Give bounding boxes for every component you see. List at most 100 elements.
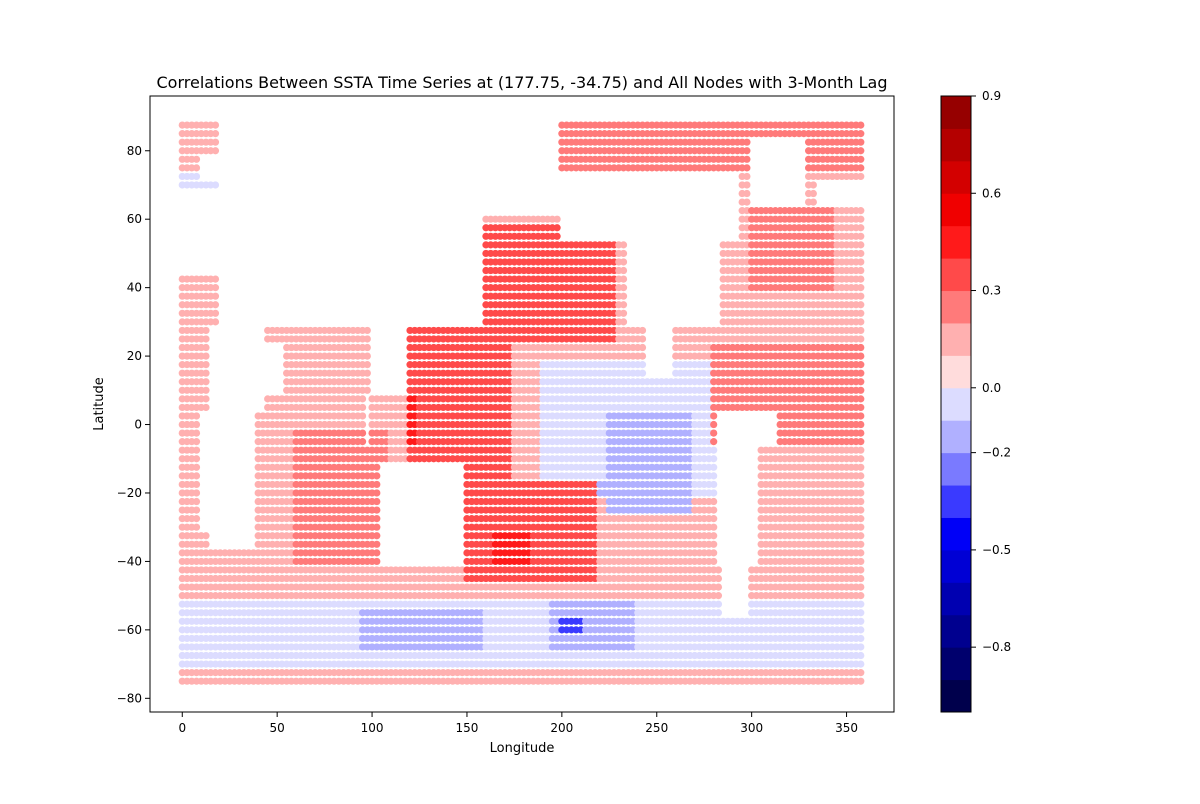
- data-point: [638, 369, 647, 377]
- data-point: [710, 438, 718, 446]
- data-point: [202, 361, 210, 369]
- data-point: [358, 420, 367, 429]
- data-point: [619, 249, 628, 258]
- data-point: [363, 326, 371, 335]
- data-point: [857, 326, 865, 335]
- data-point: [363, 343, 371, 352]
- data-point: [857, 130, 865, 138]
- data-point: [363, 369, 371, 377]
- data-point: [710, 497, 718, 506]
- data-point: [857, 583, 865, 591]
- data-point: [192, 172, 201, 181]
- data-point: [192, 472, 201, 480]
- data-point: [743, 147, 751, 155]
- data-point: [857, 420, 865, 429]
- data-point: [202, 395, 210, 403]
- data-point: [211, 284, 220, 292]
- data-point: [857, 301, 865, 309]
- data-point: [857, 343, 865, 352]
- data-point: [553, 215, 561, 223]
- data-point: [710, 455, 718, 463]
- data-point: [857, 403, 865, 412]
- data-point: [373, 557, 381, 566]
- data-point: [202, 378, 210, 386]
- data-point: [638, 352, 647, 360]
- data-point: [202, 352, 210, 360]
- data-point: [857, 361, 865, 369]
- data-point: [211, 301, 220, 309]
- data-point: [857, 164, 865, 172]
- data-point: [211, 309, 220, 317]
- data-point: [373, 463, 381, 471]
- data-point: [192, 412, 201, 420]
- data-point: [857, 335, 865, 343]
- data-point: [211, 138, 220, 146]
- data-point: [710, 532, 718, 540]
- data-point: [714, 592, 723, 600]
- data-point: [211, 318, 220, 326]
- data-point: [192, 523, 201, 531]
- data-point: [211, 275, 220, 283]
- data-point: [710, 463, 718, 471]
- data-point: [857, 224, 865, 232]
- data-point: [714, 583, 723, 591]
- data-point: [857, 540, 865, 548]
- data-point: [857, 574, 865, 583]
- data-point: [710, 515, 718, 523]
- data-point: [857, 472, 865, 480]
- data-point: [202, 540, 210, 548]
- data-point: [857, 566, 865, 574]
- data-point: [211, 121, 220, 129]
- data-point: [192, 164, 201, 172]
- data-point: [358, 429, 367, 437]
- data-point: [192, 489, 201, 497]
- data-point: [619, 318, 628, 326]
- data-point: [373, 523, 381, 531]
- data-point: [619, 301, 628, 309]
- data-point: [714, 574, 723, 583]
- data-point: [619, 275, 628, 283]
- data-point: [363, 378, 371, 386]
- data-point: [710, 472, 718, 480]
- data-point: [619, 292, 628, 300]
- data-point: [363, 335, 371, 343]
- data-point: [809, 189, 817, 198]
- data-point: [710, 429, 718, 437]
- data-point: [710, 540, 718, 548]
- data-point: [857, 386, 865, 394]
- data-point: [358, 412, 367, 420]
- data-point: [373, 549, 381, 557]
- data-point: [710, 420, 718, 429]
- data-point: [809, 198, 817, 206]
- data-point: [857, 155, 865, 163]
- data-point: [192, 446, 201, 454]
- data-point: [619, 309, 628, 317]
- data-point: [211, 147, 220, 155]
- data-point: [857, 266, 865, 275]
- data-point: [192, 497, 201, 506]
- data-point: [743, 172, 751, 181]
- data-point: [373, 540, 381, 548]
- data-point: [710, 549, 718, 557]
- data-point: [857, 515, 865, 523]
- data-point: [857, 258, 865, 266]
- data-point: [857, 557, 865, 566]
- data-point: [619, 241, 628, 249]
- data-point: [202, 386, 210, 394]
- data-point: [373, 532, 381, 540]
- data-point: [192, 429, 201, 437]
- data-point: [857, 438, 865, 446]
- data-point: [857, 446, 865, 454]
- data-point: [373, 515, 381, 523]
- data-point: [373, 506, 381, 514]
- data-point: [192, 155, 201, 163]
- data-point: [202, 532, 210, 540]
- data-point: [743, 181, 751, 189]
- data-point: [857, 455, 865, 463]
- data-point: [202, 403, 210, 412]
- data-point: [202, 343, 210, 352]
- data-point: [743, 155, 751, 163]
- data-point: [211, 292, 220, 300]
- data-point: [710, 506, 718, 514]
